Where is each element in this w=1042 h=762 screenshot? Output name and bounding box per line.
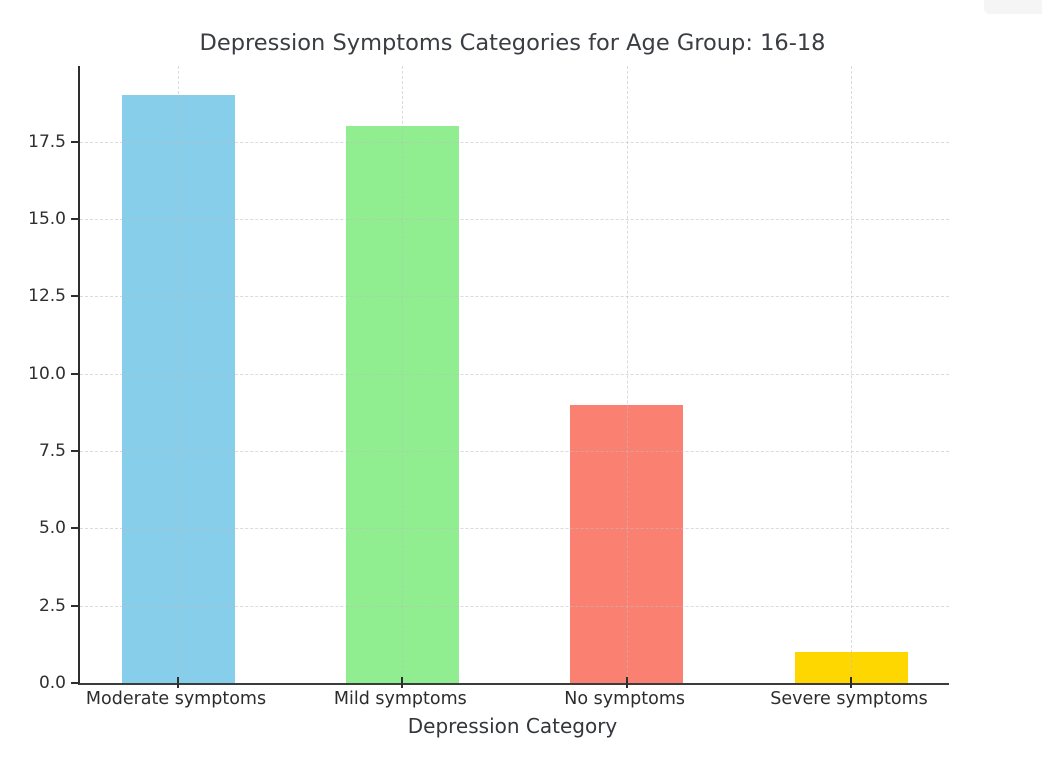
y-tick-mark [71,682,78,684]
y-tick-mark [71,140,78,143]
x-tick-label: Mild symptoms [333,689,467,709]
plot-area [71,66,949,688]
y-tick-label: 0.0 [38,673,66,693]
y-tick-label: 15.0 [28,209,66,230]
y-tick-label: 5.0 [38,518,66,539]
y-tick-mark [71,295,78,298]
y-tick-label: 10.0 [28,363,66,384]
x-tick-mark [625,677,628,688]
y-tick-mark [71,527,78,530]
x-tick-mark [401,677,404,688]
bar-moderate-symptoms [121,95,235,683]
y-tick-mark [71,450,78,453]
x-tick-label: Moderate symptoms [85,689,267,709]
y-tick-mark [71,372,78,375]
y-tick-mark [71,604,78,607]
y-tick-label: 2.5 [38,595,66,616]
bar-no-symptoms [570,404,684,683]
bar-mild-symptoms [345,126,459,683]
gridline-vertical [851,66,852,683]
chart-title: Depression Symptoms Categories for Age G… [199,30,826,56]
y-tick-label: 7.5 [38,441,66,462]
x-axis-title: Depression Category [407,714,618,738]
x-tick-label: No symptoms [564,689,686,709]
y-tick-label: 12.5 [28,286,66,307]
x-tick-mark [850,677,852,688]
y-tick-mark [71,218,78,221]
x-tick-mark [177,677,179,688]
y-tick-label: 17.5 [28,131,66,152]
corner-artifact [984,0,1042,14]
x-tick-label: Severe symptoms [770,689,928,709]
